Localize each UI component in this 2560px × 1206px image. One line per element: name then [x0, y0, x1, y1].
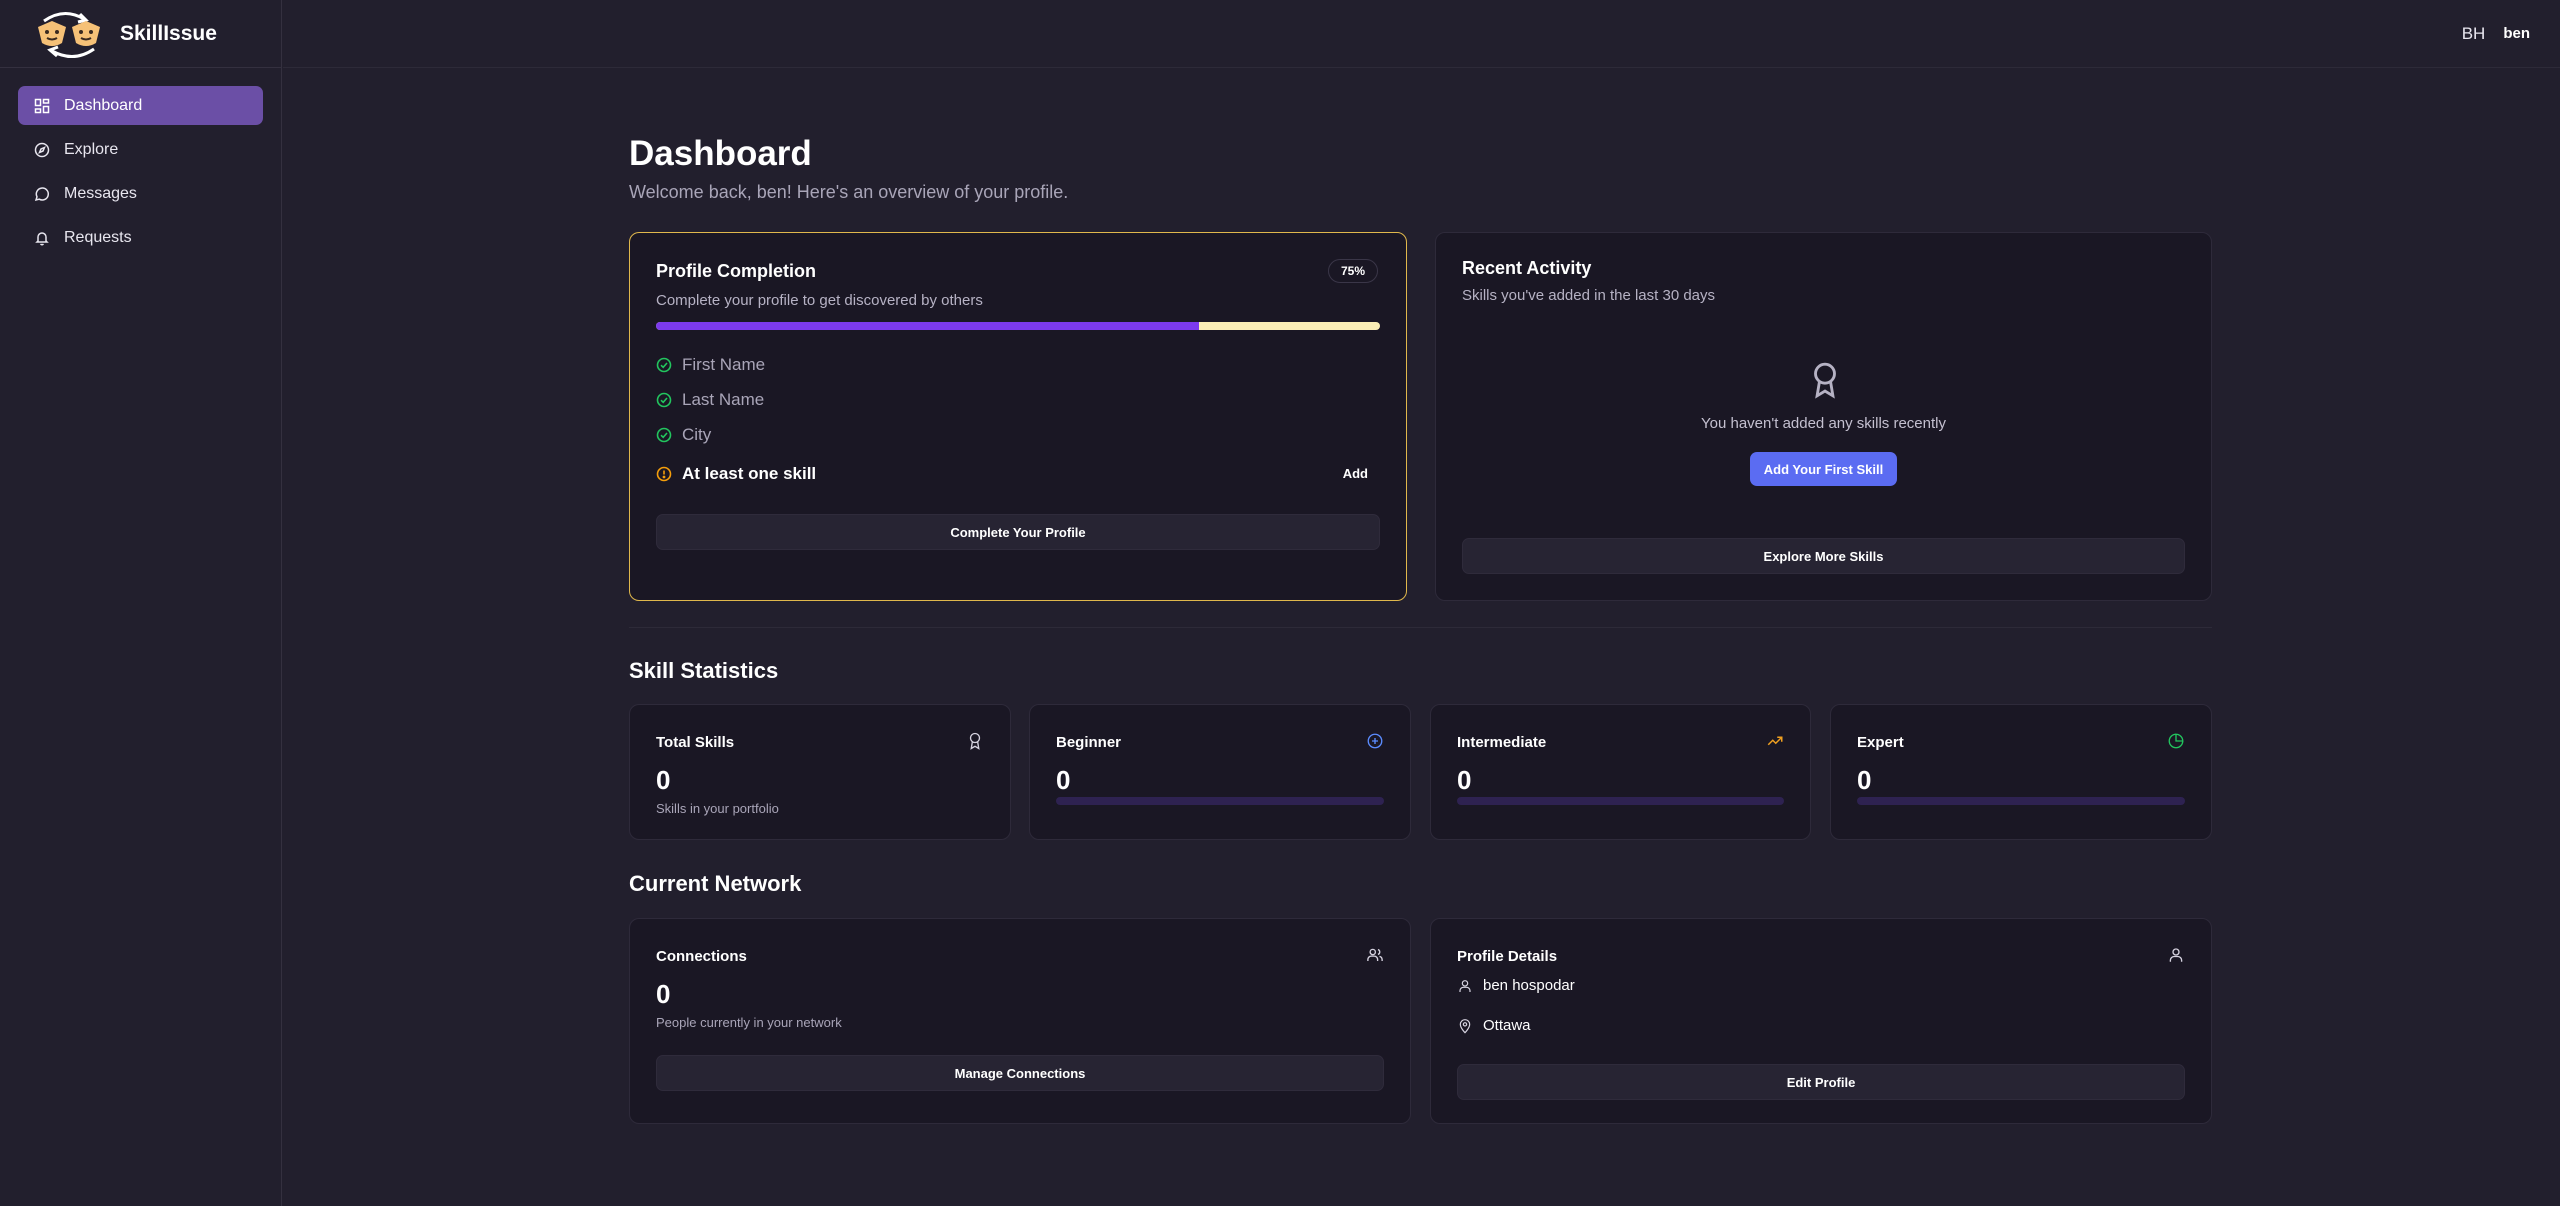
map-pin-icon — [1459, 1018, 1471, 1034]
checklist-label: Last Name — [682, 389, 765, 409]
alert-circle-icon — [656, 466, 672, 481]
completion-progress-fill — [656, 322, 1199, 330]
completion-progress-bar — [656, 322, 1380, 330]
profile-completion-description: Complete your profile to get discovered … — [656, 292, 983, 309]
check-circle-icon — [656, 357, 672, 372]
stat-title: Intermediate — [1457, 734, 1547, 751]
page-title: Dashboard — [629, 134, 812, 173]
brand[interactable]: SkillIssue — [0, 0, 281, 68]
sidebar-item-requests[interactable]: Requests — [18, 218, 263, 257]
sidebar-item-dashboard[interactable]: Dashboard — [18, 86, 263, 125]
compass-icon — [34, 142, 50, 157]
check-circle-icon — [656, 427, 672, 442]
connections-note: People currently in your network — [656, 1015, 842, 1030]
stat-value: 0 — [656, 765, 671, 795]
edit-profile-button[interactable]: Edit Profile — [1457, 1064, 2185, 1100]
check-circle-icon — [656, 392, 672, 407]
stat-title: Beginner — [1056, 734, 1122, 751]
stat-value: 0 — [1457, 765, 1472, 795]
stat-value: 0 — [1857, 765, 1872, 795]
checklist-label: At least one skill — [682, 463, 817, 483]
two-faces-swap-logo — [38, 11, 100, 58]
stat-title: Expert — [1857, 734, 1904, 751]
award-icon — [969, 732, 981, 750]
stat-value: 0 — [1056, 765, 1071, 795]
checklist-item: First Name — [656, 347, 1380, 382]
profile-name-row: ben hospodar — [1457, 977, 1575, 994]
user-icon — [1459, 979, 1471, 992]
stat-card-intermediate: Intermediate 0 — [1430, 704, 1811, 840]
sidebar-item-label: Requests — [64, 228, 132, 246]
empty-state-text: You haven't added any skills recently — [1701, 415, 1946, 432]
award-icon — [1814, 362, 1836, 399]
recent-activity-description: Skills you've added in the last 30 days — [1462, 287, 1716, 304]
plus-circle-icon — [1367, 733, 1383, 749]
page-subtitle: Welcome back, ben! Here's an overview of… — [629, 182, 1069, 202]
completion-badge: 75% — [1327, 259, 1378, 283]
profile-details-card: Profile Details ben hospodar Ottawa Edit… — [1430, 918, 2212, 1124]
manage-connections-button[interactable]: Manage Connections — [656, 1055, 1384, 1091]
stat-note: Skills in your portfolio — [656, 801, 779, 816]
profile-details-title: Profile Details — [1457, 948, 1558, 965]
message-circle-icon — [34, 186, 50, 201]
stat-card-expert: Expert 0 — [1830, 704, 2212, 840]
users-icon — [1367, 948, 1383, 961]
stat-card-beginner: Beginner 0 — [1029, 704, 1411, 840]
add-skill-link[interactable]: Add — [1342, 466, 1368, 481]
connections-card: Connections 0 People currently in your n… — [629, 918, 1411, 1124]
checklist-item: City — [656, 417, 1380, 452]
trending-up-icon — [1767, 736, 1783, 746]
sidebar: SkillIssue Dashboard Explore Messages — [0, 0, 282, 1206]
stat-progress-bar — [1056, 797, 1384, 805]
checklist-item-pending: At least one skill Add — [656, 456, 1380, 491]
stat-progress-bar — [1857, 797, 2185, 805]
recent-activity-title: Recent Activity — [1462, 258, 1592, 278]
stat-title: Total Skills — [656, 734, 735, 751]
add-first-skill-button[interactable]: Add Your First Skill — [1749, 452, 1898, 486]
profile-city-row: Ottawa — [1457, 1017, 1531, 1034]
sidebar-item-explore[interactable]: Explore — [18, 130, 263, 169]
profile-completion-title: Profile Completion — [656, 261, 817, 281]
explore-more-skills-button[interactable]: Explore More Skills — [1462, 538, 2185, 574]
section-divider — [629, 627, 2212, 628]
sidebar-item-label: Explore — [64, 140, 119, 158]
complete-profile-button[interactable]: Complete Your Profile — [656, 514, 1380, 550]
topbar: BH ben — [283, 0, 2560, 68]
stat-progress-bar — [1457, 797, 1784, 805]
bell-icon — [35, 231, 49, 245]
sidebar-item-label: Dashboard — [64, 96, 143, 114]
checklist-item: Last Name — [656, 382, 1380, 417]
profile-city: Ottawa — [1483, 1017, 1531, 1034]
sidebar-item-messages[interactable]: Messages — [18, 174, 263, 213]
sidebar-item-label: Messages — [64, 184, 137, 202]
pie-chart-icon — [2168, 733, 2184, 749]
grid-icon — [34, 98, 50, 113]
skill-statistics-title: Skill Statistics — [629, 658, 779, 683]
user-icon — [2169, 948, 2183, 962]
profile-name: ben hospodar — [1483, 977, 1575, 994]
profile-completion-card: Profile Completion 75% Complete your pro… — [629, 232, 1407, 601]
stat-card-total-skills: Total Skills 0 Skills in your portfolio — [629, 704, 1011, 840]
connections-count: 0 — [656, 979, 671, 1009]
sidebar-nav: Dashboard Explore Messages Requests — [0, 68, 281, 257]
recent-activity-card: Recent Activity Skills you've added in t… — [1435, 232, 2212, 601]
username[interactable]: ben — [2503, 25, 2530, 42]
checklist-label: City — [682, 424, 712, 444]
current-network-title: Current Network — [629, 871, 802, 896]
checklist-label: First Name — [682, 354, 766, 374]
connections-title: Connections — [656, 948, 747, 965]
completion-checklist: First Name Last Name City At least one s… — [656, 347, 1380, 491]
brand-name: SkillIssue — [120, 21, 217, 45]
avatar[interactable]: BH — [2461, 23, 2486, 43]
primary-action-wrap: Add Your First Skill — [1436, 452, 2211, 486]
